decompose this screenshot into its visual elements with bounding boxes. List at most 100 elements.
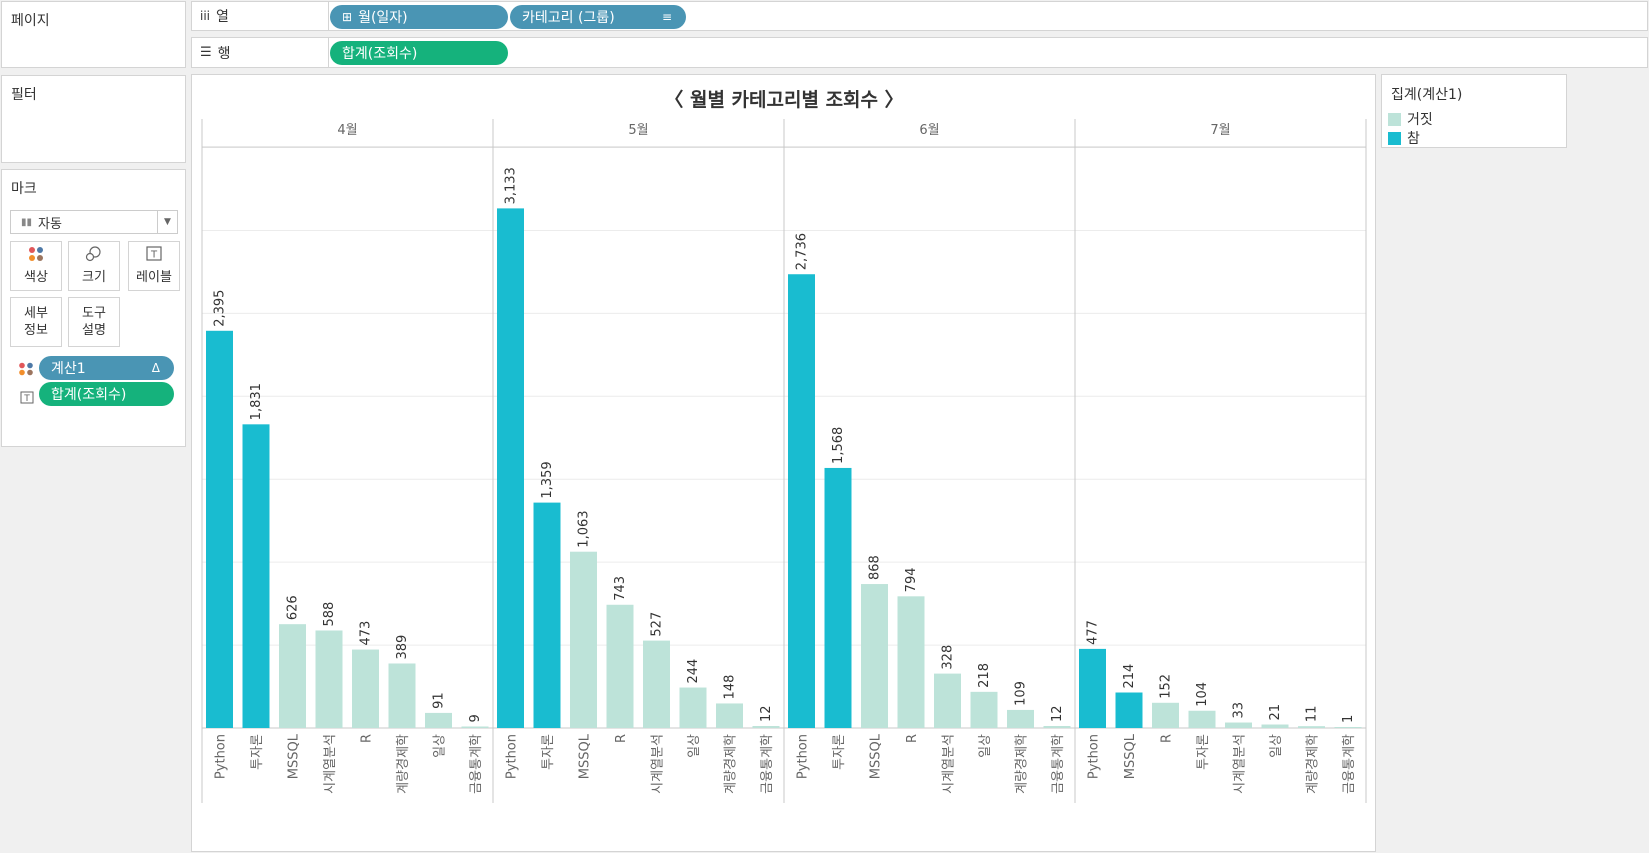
- marks-title: 마크: [11, 181, 37, 197]
- text-label-icon: T: [145, 246, 163, 266]
- data-label: 91: [432, 692, 447, 709]
- category-label: Python: [1087, 734, 1102, 779]
- tooltip-button[interactable]: 도구 설명: [68, 297, 120, 347]
- data-label: 1,063: [577, 510, 592, 547]
- marks-field-calc1[interactable]: 계산1 Δ: [39, 356, 174, 380]
- category-label: R: [360, 734, 375, 743]
- legend-item-false[interactable]: 거짓: [1388, 109, 1433, 129]
- pages-title: 페이지: [11, 13, 50, 29]
- category-label: 계량경제학: [724, 734, 739, 794]
- category-label: 금융통계학: [760, 734, 775, 794]
- bar: [1334, 727, 1362, 728]
- data-label: 104: [1195, 682, 1210, 707]
- data-label: 148: [723, 675, 738, 700]
- category-label: 시계열분석: [1233, 734, 1248, 794]
- month-header: 7월: [1210, 123, 1230, 138]
- data-label: 743: [613, 576, 628, 601]
- rows-shelf[interactable]: ☰ 행 합계(조회수): [191, 37, 1648, 68]
- legend-title: 집계(계산1): [1391, 87, 1463, 103]
- filters-title: 필터: [11, 87, 37, 103]
- pages-panel[interactable]: 페이지: [1, 1, 186, 68]
- row-pill-sum-views[interactable]: 합계(조회수): [330, 41, 508, 65]
- bar: [716, 703, 743, 728]
- bar: [824, 467, 852, 728]
- rows-icon: ☰: [200, 45, 212, 60]
- data-label: 868: [868, 555, 883, 580]
- bar: [1007, 709, 1034, 728]
- detail-button[interactable]: 세부 정보: [10, 297, 62, 347]
- data-label: 1,568: [831, 427, 846, 464]
- svg-text:T: T: [23, 394, 30, 404]
- size-button[interactable]: 크기: [68, 241, 120, 291]
- sort-icon: ≡: [661, 10, 672, 24]
- data-label: 218: [977, 663, 992, 688]
- bar-chart-icon: ▮▮: [21, 216, 33, 228]
- category-label: 시계열분석: [942, 734, 957, 794]
- data-label: 473: [359, 621, 374, 646]
- color-field-icon: [18, 361, 34, 380]
- column-pill-category[interactable]: 카테고리 (그룹) ≡: [510, 5, 686, 29]
- columns-icon: iii: [200, 9, 211, 23]
- bar: [206, 330, 233, 728]
- bar: [1188, 710, 1216, 728]
- columns-shelf[interactable]: iii 열 ⊞ 월(일자) 카테고리 (그룹) ≡: [191, 1, 1648, 31]
- data-label: 12: [759, 705, 774, 722]
- columns-label: 열: [216, 9, 229, 25]
- rows-label: 행: [217, 45, 231, 62]
- category-label: 시계열분석: [651, 734, 666, 794]
- bar: [352, 649, 379, 728]
- data-label: 2,395: [213, 290, 228, 327]
- category-label: 금융통계학: [1342, 734, 1357, 794]
- marks-field-sum-views[interactable]: 합계(조회수): [39, 382, 174, 406]
- label-button[interactable]: T 레이블: [128, 241, 180, 291]
- bar: [1115, 692, 1143, 728]
- svg-text:T: T: [150, 250, 158, 261]
- expand-icon: ⊞: [342, 10, 353, 24]
- category-label: Python: [505, 734, 520, 779]
- data-label: 244: [686, 659, 701, 684]
- bar: [861, 584, 888, 728]
- color-button[interactable]: 색상: [10, 241, 62, 291]
- data-label: 9: [468, 714, 483, 722]
- legend-item-true[interactable]: 참: [1388, 128, 1420, 148]
- legend-swatch: [1388, 131, 1401, 145]
- category-label: 시계열분석: [323, 734, 338, 794]
- legend-panel: 집계(계산1) 거짓 참: [1381, 74, 1567, 148]
- category-label: R: [1160, 734, 1175, 743]
- chart-area: 〈 월별 카테고리별 조회수 〉 4월 2,395 Python 1,831 투자론 62…: [191, 74, 1376, 852]
- bar: [461, 726, 489, 728]
- chevron-down-icon[interactable]: ▼: [157, 211, 177, 233]
- data-label: 11: [1305, 706, 1320, 723]
- mark-type-select[interactable]: ▮▮ 자동 ▼: [10, 210, 178, 234]
- delta-icon: Δ: [151, 361, 160, 375]
- data-label: 477: [1086, 620, 1101, 645]
- bar: [643, 640, 670, 728]
- data-label: 389: [395, 635, 410, 660]
- data-label: 328: [941, 645, 956, 670]
- bar: [1152, 702, 1179, 728]
- bar: [606, 604, 634, 728]
- category-label: R: [614, 734, 629, 743]
- category-label: MSSQL: [1123, 733, 1138, 779]
- category-label: Python: [214, 734, 229, 779]
- bar: [1043, 726, 1071, 728]
- bar: [679, 687, 707, 728]
- legend-swatch: [1388, 112, 1401, 126]
- bar: [1298, 726, 1325, 728]
- category-label: MSSQL: [869, 733, 884, 779]
- category-label: R: [905, 734, 920, 743]
- data-label: 152: [1159, 674, 1174, 699]
- data-label: 109: [1014, 681, 1029, 706]
- bar-chart: 〈 월별 카테고리별 조회수 〉 4월 2,395 Python 1,831 투자론 62…: [201, 88, 1367, 803]
- bar: [533, 502, 561, 728]
- data-label: 1,359: [540, 461, 555, 498]
- category-label: 계량경제학: [1015, 734, 1030, 794]
- category-label: MSSQL: [578, 733, 593, 779]
- bar: [788, 274, 815, 728]
- bar: [315, 630, 343, 728]
- bar: [934, 673, 961, 728]
- bar: [570, 551, 597, 728]
- filters-panel[interactable]: 필터: [1, 75, 186, 163]
- category-label: 일상: [1269, 734, 1284, 758]
- column-pill-month[interactable]: ⊞ 월(일자): [330, 5, 508, 29]
